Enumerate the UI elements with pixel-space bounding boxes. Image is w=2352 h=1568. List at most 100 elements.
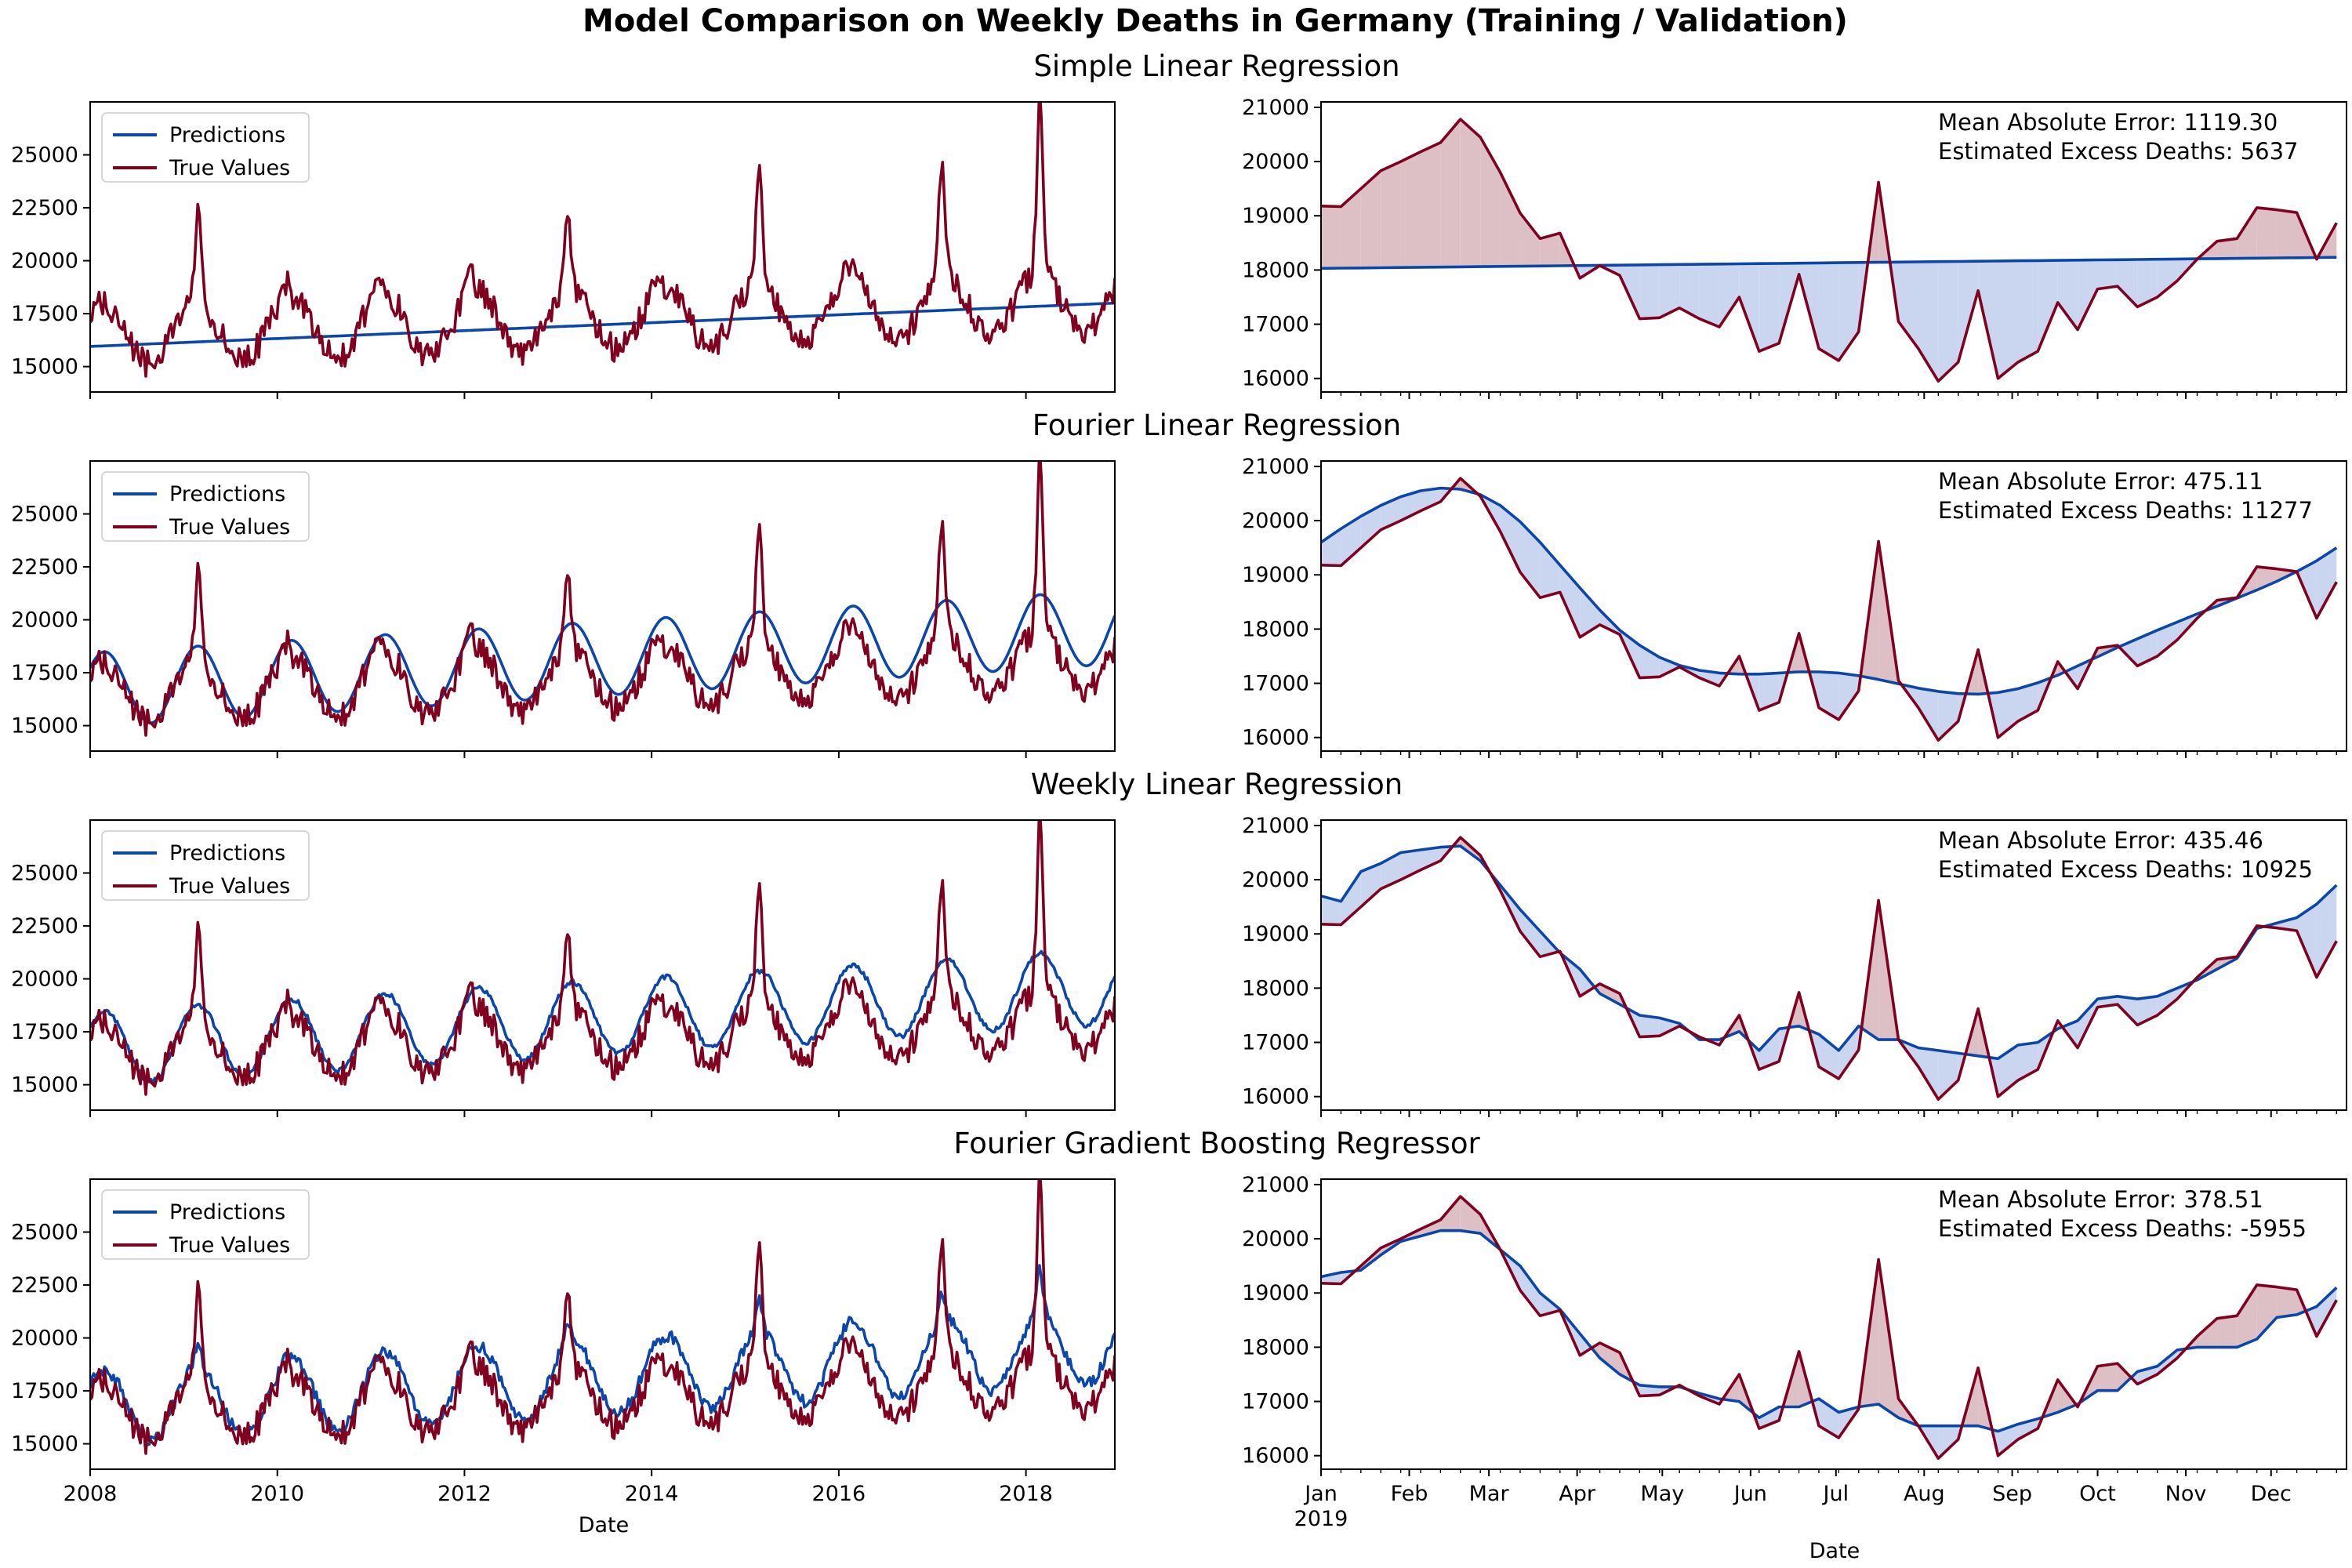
y-tick-label: 18000: [1242, 258, 1309, 282]
area-segment: [2097, 1363, 2118, 1391]
area-segment: [2157, 622, 2178, 656]
area-segment: [1759, 1029, 1780, 1070]
area-segment: [1699, 670, 1719, 687]
plot-frame: [89, 101, 1116, 393]
area-segment: [1978, 260, 1998, 379]
area-segment: [2296, 904, 2317, 978]
y-tick-label: 17500: [11, 661, 78, 685]
legend-entry: Predictions: [169, 1200, 285, 1225]
y-tick-label: 17000: [1242, 1390, 1309, 1414]
y-tick-label: 20000: [1242, 150, 1309, 174]
area-segment: [1540, 233, 1560, 267]
area-segment: [1400, 151, 1421, 268]
y-tick-label: 21000: [1242, 96, 1309, 120]
y-tick-label: 16000: [1242, 1085, 1309, 1109]
true-values-line: [90, 102, 1115, 378]
area-segment: [2117, 259, 2138, 307]
chart-validation-row-1: 16000 17000 18000 19000 20000 21000 Mean Absol…: [1242, 96, 2347, 399]
chart-training-row-4: 15000 17500 20000 22500 25000 2008 2010 2012 201…: [11, 1178, 1116, 1506]
legend-entry: Predictions: [169, 841, 285, 866]
area-segment: [1321, 528, 1341, 566]
area-segment: [1719, 263, 1740, 328]
area-segment: [1540, 542, 1560, 598]
area-segment: [1998, 260, 2018, 379]
y-tick-label: 20000: [1242, 868, 1309, 892]
area-segment: [1838, 673, 1859, 720]
y-tick-label: 20000: [11, 1327, 78, 1351]
x-tick-label: Jan: [1303, 1482, 1338, 1506]
x-tick-label: Apr: [1559, 1482, 1596, 1506]
area-segment: [2137, 630, 2158, 666]
area-segment: [2057, 260, 2078, 330]
area-segment: [1580, 969, 1595, 996]
area-segment: [1818, 672, 1839, 720]
area-segment: [1838, 262, 1859, 361]
area-segment: [1360, 863, 1381, 907]
plot-frame: [89, 460, 1116, 752]
plot-frame: [89, 1178, 1116, 1470]
area-segment: [1659, 657, 1680, 677]
area-segment: [2157, 259, 2178, 297]
area-segment: [1321, 1272, 1341, 1284]
annotation: Estimated Excess Deaths: -5955: [1938, 1215, 2307, 1242]
plot-frame: [1320, 101, 2347, 393]
predictions-line: [1321, 256, 2337, 270]
area-segment: [1519, 212, 1541, 267]
legend-entry: True Values: [169, 156, 290, 180]
chart-validation-row-3: 16000 17000 18000 19000 20000 21000 Mean Absol…: [1242, 814, 2347, 1117]
true-values-line: [90, 820, 1115, 1096]
area-segment: [1998, 1424, 2018, 1456]
legend-entry: True Values: [169, 874, 290, 898]
area-segment: [1759, 263, 1780, 352]
y-tick-label: 20000: [1242, 509, 1309, 533]
x-axis-label-validation: Date: [1809, 1539, 1860, 1563]
area-segment: [1639, 645, 1660, 678]
area-segment: [2137, 259, 2158, 307]
area-segment: [2256, 566, 2278, 590]
x-tick-label: 2008: [64, 1482, 118, 1506]
area-segment: [1420, 1219, 1441, 1236]
area-segment: [1519, 521, 1541, 598]
y-tick-label: 15000: [11, 1073, 78, 1098]
true-values-line: [1321, 477, 2338, 742]
y-tick-label: 22500: [11, 196, 78, 220]
x-tick-label: Oct: [2079, 1482, 2116, 1506]
area-segment: [2237, 207, 2257, 259]
area-segment: [1639, 1385, 1660, 1396]
true-values-line: [1321, 1195, 2338, 1460]
y-tick-label: 25000: [11, 862, 78, 886]
y-tick-label: 17000: [1242, 313, 1309, 337]
area-segment: [2197, 1318, 2217, 1348]
area-segment: [1938, 1050, 1958, 1100]
area-segment: [1440, 119, 1461, 267]
plot-area: [90, 461, 1115, 737]
area-segment: [1759, 1406, 1780, 1429]
area-segment: [2256, 1284, 2278, 1340]
predictions-line: [1321, 1229, 2338, 1433]
y-tick-label: 20000: [11, 967, 78, 992]
area-segment: [1341, 188, 1361, 269]
legend-box: [101, 471, 310, 542]
x-tick-label: Jun: [1733, 1482, 1767, 1506]
area-segment: [1599, 983, 1620, 1005]
y-tick-label: 22500: [11, 555, 78, 579]
area-segment: [1918, 688, 1939, 741]
y-tick-label: 20000: [1242, 1227, 1309, 1251]
row-title-1: Simple Linear Regression: [1033, 49, 1399, 83]
y-tick-label: 21000: [1242, 814, 1309, 838]
y-tick-label: 15000: [11, 1432, 78, 1457]
annotation: Estimated Excess Deaths: 5637: [1938, 138, 2299, 165]
x-tick-label: Mar: [1469, 1482, 1510, 1506]
area-segment: [1420, 142, 1441, 267]
area-segment: [1519, 909, 1541, 957]
y-tick-label: 17000: [1242, 672, 1309, 696]
legend-entry: Predictions: [169, 123, 285, 147]
y-tick-label: 22500: [11, 914, 78, 938]
area-segment: [1580, 587, 1600, 637]
annotation: Estimated Excess Deaths: 10925: [1938, 856, 2313, 883]
area-segment: [2137, 996, 2158, 1025]
y-tick-label: 17500: [11, 302, 78, 326]
x-tick-label: 2019: [1294, 1507, 1348, 1531]
area-segment: [1519, 1265, 1541, 1316]
figure-title: Model Comparison on Weekly Deaths in Ger…: [583, 3, 1848, 39]
